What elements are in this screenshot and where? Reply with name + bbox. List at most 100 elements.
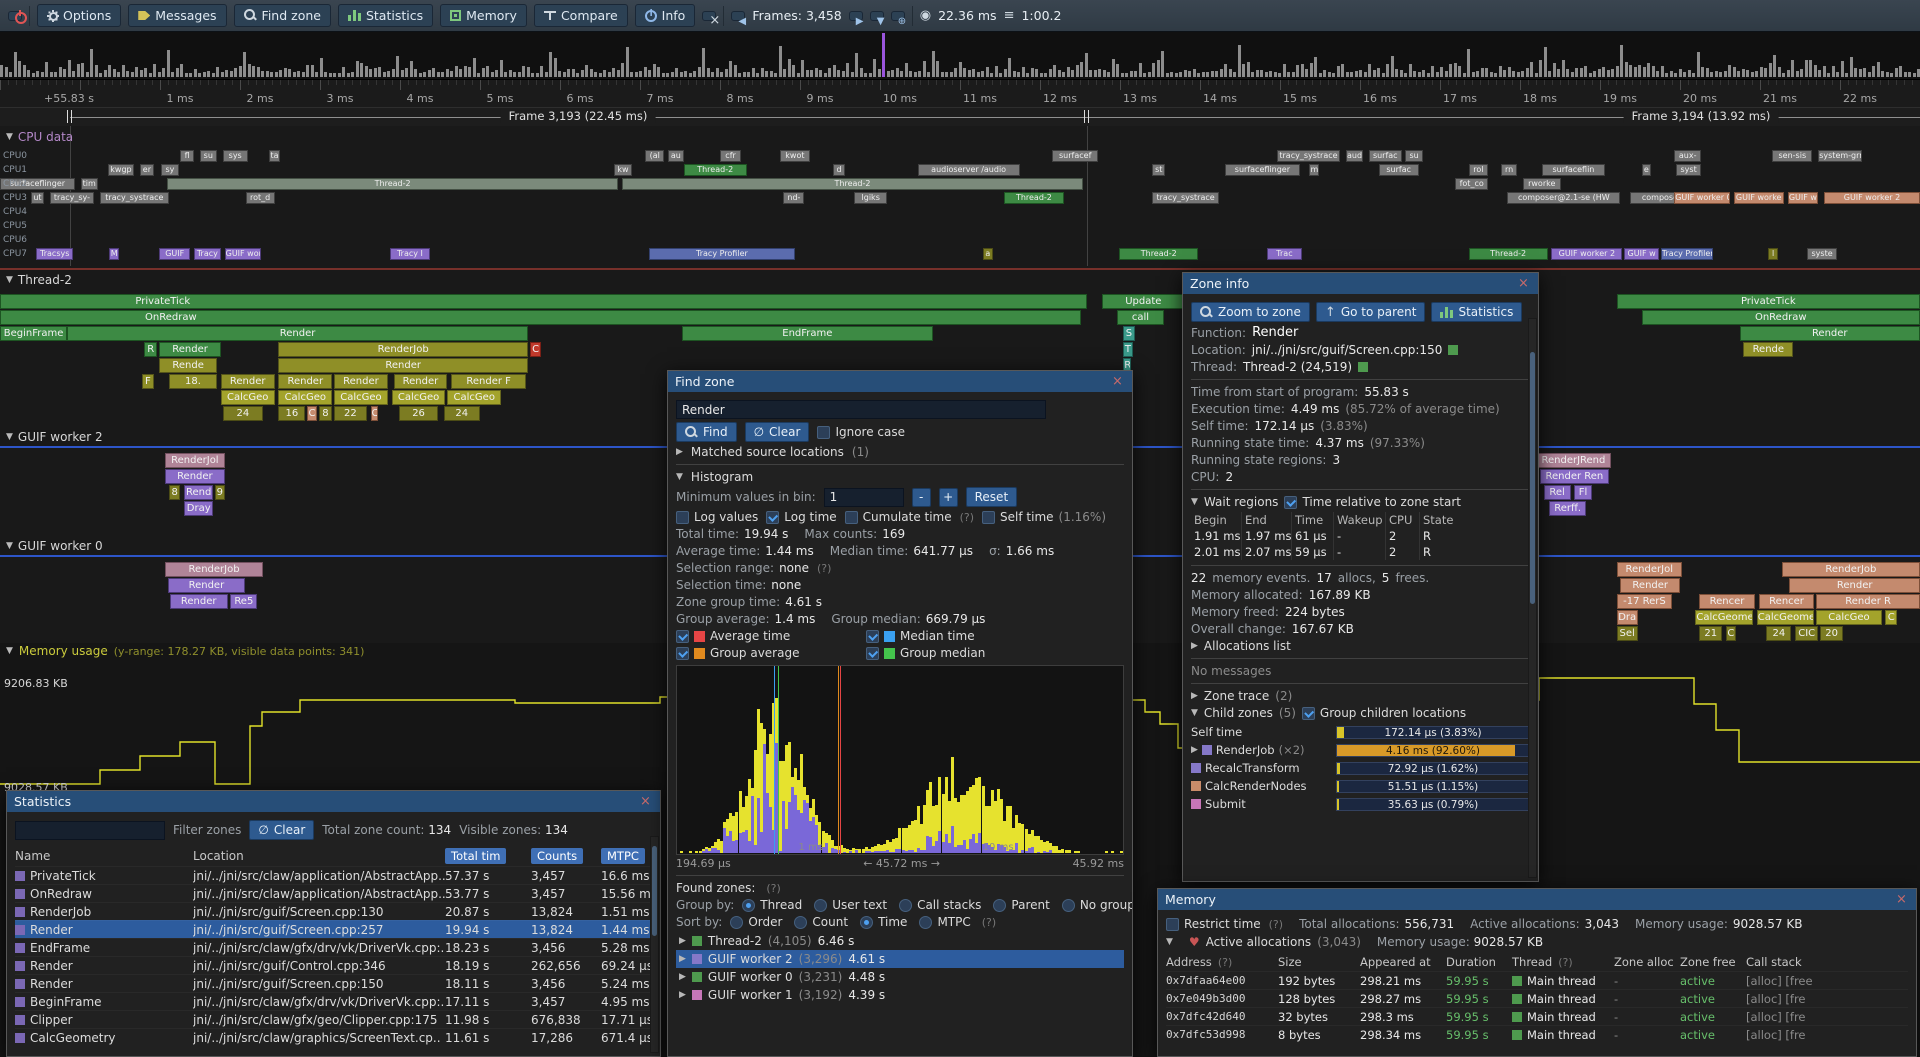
frame-select-button[interactable]: ▼	[869, 10, 884, 26]
column-header-mtpc[interactable]: MTPC	[601, 848, 645, 864]
radio-thread[interactable]: Thread	[742, 898, 802, 912]
guif-worker0-header[interactable]: ▼ GUIF worker 0	[0, 538, 103, 554]
cpu-zone[interactable]: tracy_systrace	[1276, 150, 1341, 162]
timeline-zone[interactable]: S	[1123, 326, 1135, 341]
bin-decrease-button[interactable]: -	[911, 487, 931, 507]
timeline-zone[interactable]: CIC	[1795, 626, 1819, 641]
timeline-zone[interactable]: Render	[67, 326, 528, 341]
timeline-zone[interactable]: Render	[278, 374, 333, 389]
timeline-zone[interactable]: Rende	[159, 358, 217, 373]
column-header-thread[interactable]: Thread (?)	[1512, 955, 1614, 969]
find-button[interactable]: Find	[676, 422, 737, 442]
toolbar-button-info[interactable]: Info	[634, 4, 696, 27]
timeline-zone[interactable]: RenderJob	[278, 342, 528, 357]
cpu-zone[interactable]: audioserver /audio	[917, 164, 1020, 176]
zoom-to-zone-button[interactable]: Zoom to zone	[1191, 302, 1310, 322]
memory-usage-header[interactable]: ▼ Memory usage (y-range: 178.27 KB, visi…	[0, 643, 364, 659]
timeline-zone[interactable]: RenderJRend	[1536, 453, 1611, 468]
stats-row[interactable]: RenderJob jni/../jni/src/guif/Screen.cpp:…	[15, 902, 652, 920]
cpu-zone[interactable]: GUIF worker 0	[1674, 192, 1730, 204]
cpu-zone[interactable]: tim	[80, 178, 98, 190]
cpu-zone[interactable]: surfaceflinger	[0, 178, 75, 190]
cpu-zone[interactable]: surfacef	[1052, 150, 1099, 162]
cpu-zone[interactable]: Thread-2	[1468, 248, 1548, 260]
timeline-zone[interactable]: Render	[220, 374, 275, 389]
guif-worker2-header[interactable]: ▼ GUIF worker 2	[0, 429, 103, 445]
timeline-zone[interactable]: 26	[399, 406, 438, 421]
cpu-zone[interactable]: Tracsys	[36, 248, 73, 260]
cpu-zone[interactable]: aux-	[1674, 150, 1702, 162]
timeline-zone[interactable]: C	[1726, 626, 1736, 641]
toolbar-button-statistics[interactable]: Statistics	[337, 4, 434, 27]
cpu-zone[interactable]: rn	[1501, 164, 1517, 176]
timeline-zone[interactable]: 8	[318, 406, 333, 421]
matched-locations-row[interactable]: ▶ Matched source locations (1)	[676, 445, 1124, 459]
stats-row[interactable]: Clipper jni/../jni/src/claw/gfx/geo/Clipp…	[15, 1010, 652, 1028]
prev-frame-button[interactable]: ◀	[731, 10, 746, 26]
zone-trace-row[interactable]: ▶ Zone trace (2)	[1191, 689, 1530, 703]
close-icon[interactable]: ×	[1896, 892, 1907, 907]
search-input[interactable]	[676, 400, 1046, 419]
timeline-zone[interactable]: Render	[334, 374, 388, 389]
timeline-zone[interactable]: Update	[1102, 294, 1185, 309]
option-log-values[interactable]: Log values	[676, 510, 758, 524]
statistics-button[interactable]: Statistics	[1431, 302, 1523, 322]
reset-button[interactable]: Reset	[965, 487, 1018, 507]
child-zone-row[interactable]: Self time 172.14 µs (3.83%)	[1191, 723, 1530, 741]
memory-window-titlebar[interactable]: Memory ×	[1158, 889, 1916, 910]
timeline-zone[interactable]: Rende	[1743, 342, 1794, 357]
column-header-size[interactable]: Size	[1278, 955, 1360, 969]
cpu-zone[interactable]: surfac	[1378, 164, 1419, 176]
allocation-row[interactable]: 0x7e049b3d00 128 bytes 298.27 ms 59.95 s Mai…	[1166, 989, 1908, 1007]
allocations-list-row[interactable]: ▶ Allocations list	[1191, 639, 1530, 653]
filter-zones-input[interactable]	[15, 820, 165, 840]
timeline-zone[interactable]: 20	[1820, 626, 1844, 641]
timeline-zone[interactable]: CalcGeo	[220, 390, 275, 405]
cpu-zone[interactable]: cfr	[720, 150, 742, 162]
option-cumulate-time[interactable]: Cumulate time (?)	[844, 510, 974, 524]
histogram-plot[interactable]: 1 ms 10 ms	[676, 665, 1124, 855]
cpu-zone[interactable]: nd-	[783, 192, 805, 204]
timeline-zone[interactable]: 9	[215, 485, 225, 500]
cpu-zone[interactable]: GUIF w	[1624, 248, 1659, 260]
min-bin-input[interactable]	[823, 487, 904, 507]
option-self-time[interactable]: Self time (1.16%)	[982, 510, 1106, 524]
frame-labels-row[interactable]: Frame 3,193 (22.45 ms) Frame 3,194 (13.9…	[0, 108, 1920, 126]
radio-user-text[interactable]: User text	[814, 898, 887, 912]
timeline-zone[interactable]: -17 RerS	[1616, 594, 1673, 609]
child-zone-row[interactable]: RecalcTransform 72.92 µs (1.62%)	[1191, 759, 1530, 777]
close-icon[interactable]: ×	[1518, 276, 1529, 291]
statistics-window-titlebar[interactable]: Statistics ×	[7, 791, 660, 812]
cpu-zone[interactable]: sys	[222, 150, 248, 162]
cpu-zone[interactable]: Trac	[1267, 248, 1302, 260]
radio-order[interactable]: Order	[730, 915, 782, 929]
cpu-zone[interactable]: GUIF worker 2	[1824, 192, 1920, 204]
wait-region-row[interactable]: 1.91 ms 1.97 ms 61 µs -2 R	[1191, 528, 1530, 544]
timeline-zone[interactable]: Render	[1739, 326, 1920, 341]
timeline-zone[interactable]: Re5	[230, 594, 258, 609]
cpu-zone[interactable]: fl	[180, 150, 194, 162]
stats-row[interactable]: Render jni/../jni/src/guif/Screen.cpp:150…	[15, 974, 652, 992]
bin-increase-button[interactable]: +	[938, 487, 958, 507]
stats-row[interactable]: CalcGeometry jni/../jni/src/claw/graphics…	[15, 1028, 652, 1046]
timeline-zone[interactable]: Render	[159, 342, 221, 357]
timeline-zone[interactable]: RenderJob	[1781, 562, 1920, 577]
cpu-zone[interactable]: M	[109, 248, 120, 260]
timeline-zone[interactable]: OnRedraw	[0, 310, 1081, 325]
cpu-zone[interactable]: au	[668, 150, 684, 162]
timeline-zone[interactable]: Rencer	[1699, 594, 1755, 609]
cpu-zone[interactable]: GUIF worke	[1733, 192, 1784, 204]
toolbar-button-options[interactable]: Options	[37, 4, 122, 27]
child-zones-header[interactable]: ▼ Child zones (5) Group children locatio…	[1191, 706, 1530, 720]
child-zone-row[interactable]: Submit 35.63 µs (0.79%)	[1191, 795, 1530, 813]
timeline-zone[interactable]: Dra	[1616, 610, 1638, 625]
active-allocations-header[interactable]: ▼ ♥ Active allocations (3,043) Memory us…	[1166, 935, 1908, 949]
stats-row[interactable]: PrivateTick jni/../jni/src/claw/applicati…	[15, 866, 652, 884]
cpu-zone[interactable]: tracy_sy-	[49, 192, 95, 204]
close-icon[interactable]: ×	[1112, 374, 1123, 389]
timeline-zone[interactable]: Render	[165, 469, 225, 484]
scrollbar[interactable]	[1528, 318, 1537, 878]
power-button[interactable]	[8, 9, 27, 24]
column-header-appeared-at[interactable]: Appeared at	[1360, 955, 1446, 969]
timeline-zone[interactable]: Render R	[1816, 594, 1920, 609]
